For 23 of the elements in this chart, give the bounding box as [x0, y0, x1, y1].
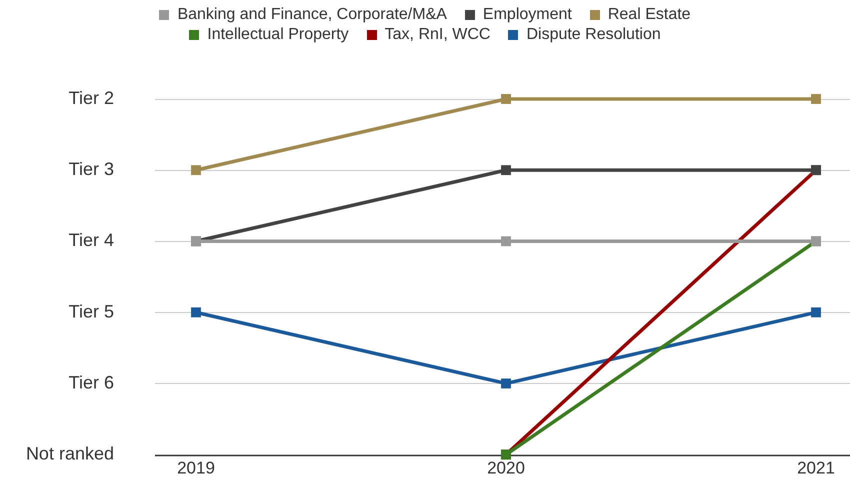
legend-label: Intellectual Property: [207, 26, 349, 44]
text: Tier 3: [68, 159, 114, 180]
point: [191, 165, 201, 176]
text: Tier 5: [68, 301, 114, 322]
point: [191, 307, 201, 318]
point: [501, 94, 511, 104]
point: [811, 94, 821, 104]
legend-label: Banking and Finance, Corporate/M&A: [177, 6, 447, 24]
x-tick-label: 2019: [177, 458, 215, 478]
x-tick-label: 2021: [797, 458, 835, 478]
x-tick-label: 2020: [487, 458, 525, 478]
text: Tier 6: [68, 372, 114, 392]
text: Tier 2: [68, 88, 114, 108]
text: Not ranked: [26, 444, 114, 464]
legend-label: Dispute Resolution: [526, 26, 661, 44]
point: [501, 165, 511, 176]
point: [501, 236, 511, 246]
text: Tier 4: [68, 230, 114, 250]
point: [501, 378, 511, 388]
legend-label: Real Estate: [608, 6, 691, 24]
legend-label: Tax, RnI, WCC: [384, 26, 490, 44]
legend-label: Employment: [482, 6, 572, 24]
point: [811, 307, 821, 318]
